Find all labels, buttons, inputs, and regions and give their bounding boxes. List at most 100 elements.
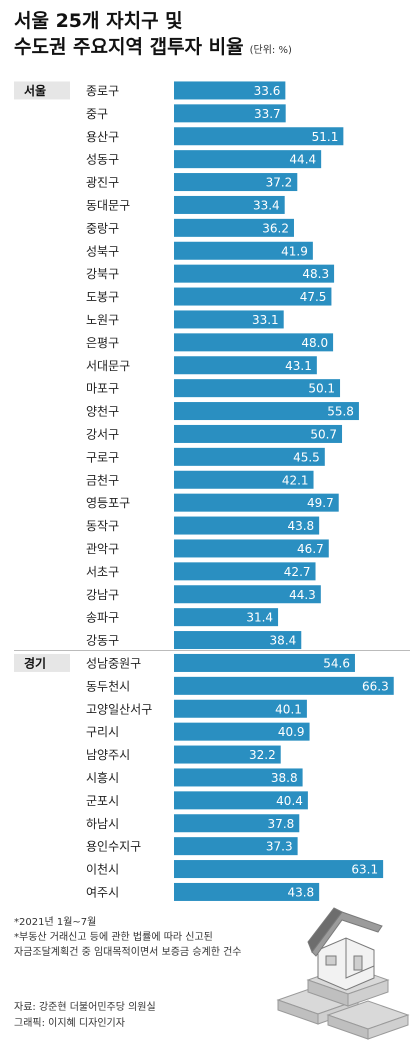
value-label: 50.1 <box>308 382 335 396</box>
bar <box>174 837 298 856</box>
value-label: 33.1 <box>252 313 279 327</box>
bar <box>174 539 329 558</box>
bar <box>174 173 298 192</box>
bar <box>174 585 321 604</box>
bar <box>174 310 284 329</box>
value-label: 66.3 <box>362 679 389 693</box>
category-label: 하남시 <box>86 817 119 831</box>
bar <box>174 722 310 741</box>
value-label: 37.8 <box>268 817 295 831</box>
category-label: 성동구 <box>86 153 119 167</box>
footnote-definition: *부동산 거래신고 등에 관한 법률에 따라 신고된 <box>14 932 213 943</box>
value-label: 33.4 <box>253 198 280 212</box>
footnotes: *2021년 1월~7월 *부동산 거래신고 등에 관한 법률에 따라 신고된 … <box>14 915 242 960</box>
value-label: 48.0 <box>301 336 328 350</box>
value-label: 47.5 <box>300 290 327 304</box>
category-label: 종로구 <box>86 84 119 98</box>
bar <box>174 424 343 443</box>
bar <box>174 195 285 214</box>
value-label: 42.1 <box>282 473 309 487</box>
value-label: 33.6 <box>254 84 281 98</box>
house-on-money-icon <box>276 907 410 1040</box>
value-label: 54.6 <box>323 656 350 670</box>
value-label: 44.4 <box>289 153 316 167</box>
group-tab <box>14 81 70 100</box>
category-label: 강북구 <box>86 267 119 281</box>
title-line-2: 수도권 주요지역 갭투자 비율 <box>14 36 244 58</box>
bar <box>174 218 294 237</box>
footnote-definition-cont: 자금조달계획건 중 임대목적이면서 보증금 승계한 건수 <box>14 947 242 958</box>
category-label: 서대문구 <box>86 359 130 373</box>
title-line-1: 서울 25개 자치구 및 <box>14 10 183 32</box>
category-label: 여주시 <box>86 885 119 899</box>
group-label: 경기 <box>24 655 46 670</box>
value-label: 42.7 <box>284 565 311 579</box>
value-label: 63.1 <box>351 863 378 877</box>
value-label: 44.3 <box>289 588 316 602</box>
category-label: 구로구 <box>86 450 119 464</box>
category-label: 시흥시 <box>86 771 119 785</box>
category-label: 강남구 <box>86 588 119 602</box>
value-label: 43.8 <box>287 885 314 899</box>
bar <box>174 402 359 421</box>
footnote-period: *2021년 1월~7월 <box>14 917 97 928</box>
bar <box>174 791 308 810</box>
bar <box>174 287 332 306</box>
bar <box>174 150 322 169</box>
bar <box>174 814 300 833</box>
bar <box>174 104 286 123</box>
category-label: 군포시 <box>86 794 119 808</box>
category-label: 서초구 <box>86 565 119 579</box>
bar <box>174 860 384 879</box>
category-label: 도봉구 <box>86 290 119 304</box>
bar <box>174 264 335 283</box>
value-label: 36.2 <box>262 221 289 235</box>
value-label: 46.7 <box>297 542 324 556</box>
category-label: 중구 <box>86 107 108 121</box>
value-label: 41.9 <box>281 244 308 258</box>
value-label: 48.3 <box>302 267 329 281</box>
chart-title: 서울 25개 자치구 및 수도권 주요지역 갭투자 비율 (단위: %) <box>14 8 292 64</box>
category-label: 이천시 <box>86 862 119 877</box>
category-label: 고양일산서구 <box>86 702 152 716</box>
value-label: 50.7 <box>310 427 337 441</box>
value-label: 32.2 <box>249 748 276 762</box>
category-label: 성북구 <box>86 244 119 258</box>
category-label: 동대문구 <box>86 198 130 212</box>
bar <box>174 333 334 352</box>
value-label: 38.4 <box>270 634 297 648</box>
bar <box>174 241 313 260</box>
value-label: 37.2 <box>266 176 293 190</box>
value-label: 40.1 <box>275 702 302 716</box>
bar <box>174 356 317 375</box>
category-label: 노원구 <box>86 313 119 327</box>
value-label: 40.4 <box>276 794 303 808</box>
category-label: 구리시 <box>86 725 119 739</box>
bar <box>174 516 320 535</box>
value-label: 45.5 <box>293 450 320 464</box>
category-label: 은평구 <box>86 336 119 350</box>
value-label: 55.8 <box>327 405 354 419</box>
bar <box>174 745 281 764</box>
value-label: 38.8 <box>271 771 298 785</box>
source-credits: 자료: 강준현 더불어민주당 의원실 그래픽: 이지혜 디자인기자 <box>14 1000 156 1032</box>
category-label: 영등포구 <box>86 496 130 510</box>
value-label: 37.3 <box>266 840 293 854</box>
category-label: 강서구 <box>86 427 119 441</box>
value-label: 33.7 <box>254 107 281 121</box>
bar <box>174 768 303 787</box>
graphic-credit: 그래픽: 이지혜 디자인기자 <box>14 1018 125 1029</box>
source-text: 자료: 강준현 더불어민주당 의원실 <box>14 1002 156 1013</box>
category-label: 강동구 <box>86 634 119 648</box>
category-label: 성남중원구 <box>86 656 141 670</box>
bar <box>174 631 302 650</box>
bar <box>174 653 355 672</box>
value-label: 40.9 <box>278 725 305 739</box>
category-label: 양천구 <box>86 404 119 419</box>
bar <box>174 470 314 489</box>
value-label: 43.1 <box>285 359 312 373</box>
bar <box>174 447 325 466</box>
category-label: 중랑구 <box>86 221 119 235</box>
value-label: 31.4 <box>246 611 273 625</box>
